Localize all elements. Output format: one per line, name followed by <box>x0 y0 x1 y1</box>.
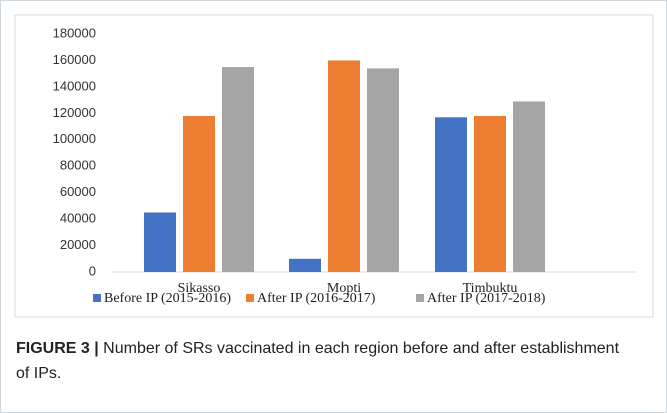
bar <box>513 101 545 272</box>
y-tick-label: 180000 <box>53 25 96 40</box>
caption-text: Number of SRs vaccinated in each region … <box>16 340 620 382</box>
caption-label: FIGURE 3 | <box>16 340 99 357</box>
y-tick-label: 140000 <box>53 78 96 93</box>
bar <box>144 212 176 272</box>
y-tick-label: 120000 <box>53 105 96 120</box>
legend-label: Before IP (2015-2016) <box>104 291 231 306</box>
y-tick-label: 60000 <box>60 184 96 199</box>
x-tick-label: Mopti <box>327 281 361 296</box>
legend-label: After IP (2016-2017) <box>257 291 376 306</box>
caption: FIGURE 3 | Number of SRs vaccinated in e… <box>16 336 636 386</box>
y-tick-label: 160000 <box>53 52 96 67</box>
x-tick-label: Sikasso <box>178 281 221 296</box>
legend-swatch <box>416 294 424 302</box>
chart: 0 20000 40000 60000 80000 100000 120000 140000 1… <box>14 14 654 318</box>
x-tick-label: Timbuktu <box>463 281 518 296</box>
y-tick-label: 0 <box>89 263 96 278</box>
y-tick-label: 80000 <box>60 158 96 173</box>
y-tick-label: 100000 <box>53 131 96 146</box>
bar <box>183 115 215 272</box>
legend-swatch <box>246 294 254 302</box>
legend-label: After IP (2017-2018) <box>427 291 546 306</box>
bar <box>328 60 360 272</box>
bar <box>435 117 467 272</box>
bar <box>367 68 399 272</box>
bar <box>474 115 506 272</box>
y-tick-label: 40000 <box>60 211 96 226</box>
legend-swatch <box>93 294 101 302</box>
bar <box>222 67 254 272</box>
y-tick-label: 20000 <box>60 237 96 252</box>
bar <box>289 258 321 272</box>
